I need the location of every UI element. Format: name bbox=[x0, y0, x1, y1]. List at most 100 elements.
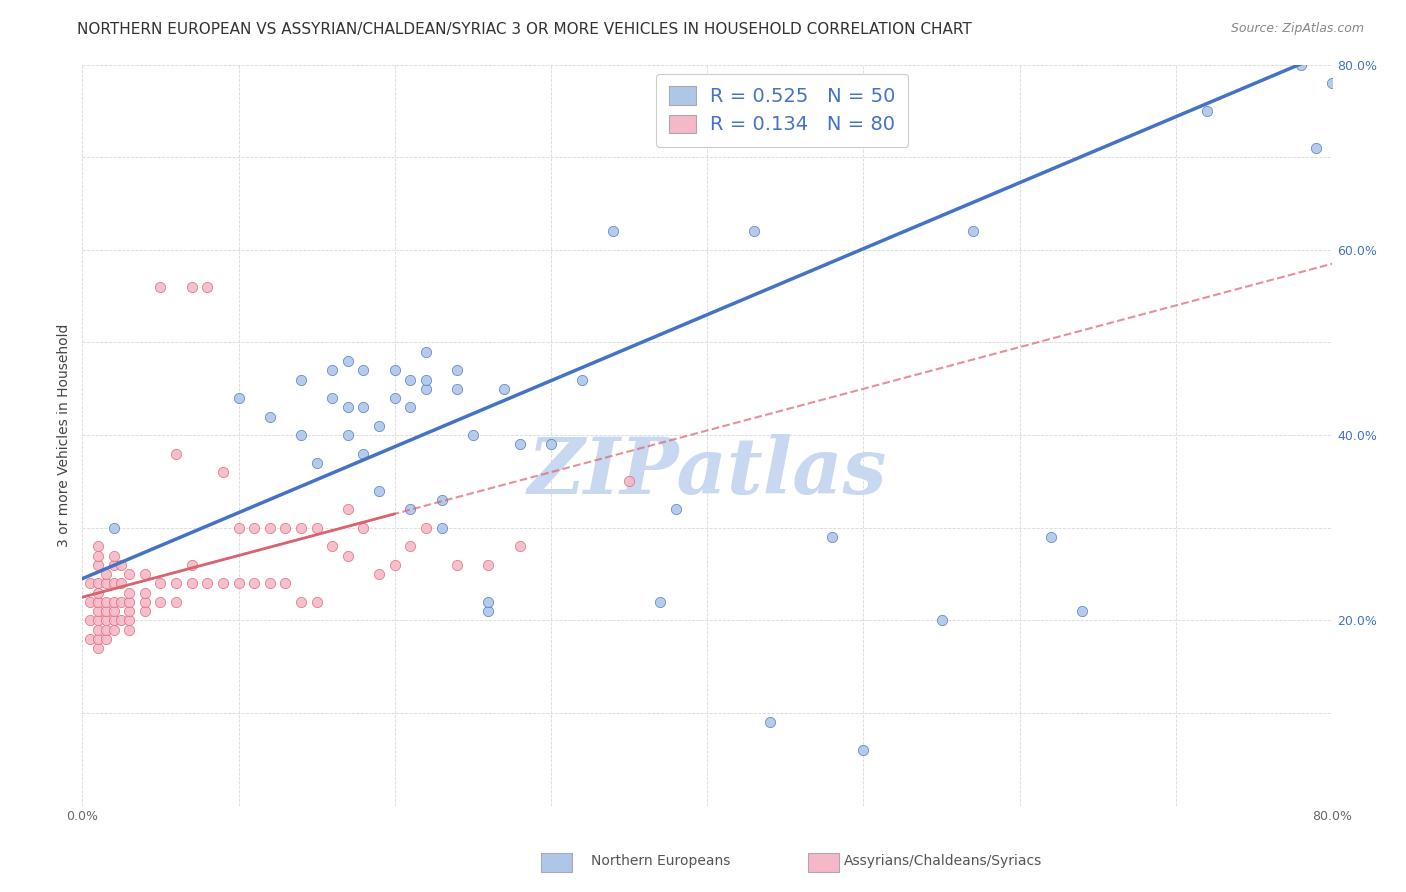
Point bbox=[321, 391, 343, 405]
Point bbox=[962, 224, 984, 238]
Point bbox=[274, 521, 297, 535]
Point bbox=[87, 632, 110, 646]
Point bbox=[243, 521, 266, 535]
Point bbox=[353, 401, 375, 415]
Point bbox=[94, 632, 117, 646]
Point bbox=[87, 539, 110, 553]
Text: NORTHERN EUROPEAN VS ASSYRIAN/CHALDEAN/SYRIAC 3 OR MORE VEHICLES IN HOUSEHOLD CO: NORTHERN EUROPEAN VS ASSYRIAN/CHALDEAN/S… bbox=[77, 22, 972, 37]
Point bbox=[384, 363, 406, 377]
Point bbox=[571, 372, 593, 386]
Point bbox=[1039, 530, 1062, 544]
Point bbox=[821, 530, 844, 544]
Point bbox=[94, 604, 117, 618]
Point bbox=[228, 576, 250, 591]
Point bbox=[94, 576, 117, 591]
Point bbox=[494, 382, 516, 396]
Point bbox=[477, 558, 499, 572]
Point bbox=[134, 604, 156, 618]
Point bbox=[259, 521, 281, 535]
Point bbox=[415, 372, 437, 386]
Point bbox=[79, 632, 101, 646]
Point bbox=[290, 521, 312, 535]
Point bbox=[87, 549, 110, 563]
Point bbox=[259, 409, 281, 424]
Point bbox=[103, 558, 125, 572]
Point bbox=[446, 382, 468, 396]
Point bbox=[79, 576, 101, 591]
Text: Northern Europeans: Northern Europeans bbox=[591, 854, 730, 868]
Point bbox=[477, 595, 499, 609]
Point bbox=[430, 521, 453, 535]
Point bbox=[118, 604, 141, 618]
Point bbox=[87, 613, 110, 627]
Point bbox=[103, 576, 125, 591]
Point bbox=[602, 224, 624, 238]
Point bbox=[165, 447, 187, 461]
Point bbox=[368, 418, 391, 433]
Point bbox=[165, 576, 187, 591]
Point bbox=[118, 623, 141, 637]
Point bbox=[87, 576, 110, 591]
Point bbox=[180, 576, 202, 591]
Point bbox=[243, 576, 266, 591]
Point bbox=[103, 604, 125, 618]
Point bbox=[446, 558, 468, 572]
Text: ZIPatlas: ZIPatlas bbox=[527, 434, 887, 510]
Point bbox=[477, 604, 499, 618]
Point bbox=[336, 549, 359, 563]
Point bbox=[290, 428, 312, 442]
Point bbox=[103, 549, 125, 563]
Point bbox=[336, 502, 359, 516]
Point bbox=[1289, 57, 1312, 71]
Point bbox=[321, 363, 343, 377]
Point bbox=[149, 595, 172, 609]
Point bbox=[384, 391, 406, 405]
Point bbox=[149, 280, 172, 294]
Point bbox=[353, 521, 375, 535]
Point bbox=[336, 401, 359, 415]
Point bbox=[1305, 141, 1327, 155]
Point bbox=[180, 558, 202, 572]
Point bbox=[650, 595, 672, 609]
Point bbox=[94, 567, 117, 582]
Point bbox=[305, 456, 328, 470]
Point bbox=[399, 539, 422, 553]
Point bbox=[1197, 103, 1219, 118]
Point bbox=[540, 437, 562, 451]
Point bbox=[149, 576, 172, 591]
Point bbox=[110, 576, 132, 591]
Point bbox=[461, 428, 484, 442]
Point bbox=[118, 613, 141, 627]
Point bbox=[399, 401, 422, 415]
Point bbox=[87, 585, 110, 599]
Point bbox=[79, 613, 101, 627]
Point bbox=[321, 539, 343, 553]
Point bbox=[134, 595, 156, 609]
Point bbox=[87, 641, 110, 656]
Point bbox=[94, 595, 117, 609]
Point bbox=[1071, 604, 1094, 618]
Point bbox=[852, 743, 875, 757]
Point bbox=[305, 595, 328, 609]
Point bbox=[87, 558, 110, 572]
Legend: R = 0.525   N = 50, R = 0.134   N = 80: R = 0.525 N = 50, R = 0.134 N = 80 bbox=[657, 74, 908, 146]
Point bbox=[195, 280, 218, 294]
Point bbox=[87, 623, 110, 637]
Point bbox=[259, 576, 281, 591]
Point bbox=[118, 567, 141, 582]
Point bbox=[212, 576, 235, 591]
Point bbox=[509, 437, 531, 451]
Point bbox=[446, 363, 468, 377]
Point bbox=[103, 613, 125, 627]
Point bbox=[290, 595, 312, 609]
Point bbox=[94, 613, 117, 627]
Point bbox=[336, 428, 359, 442]
Point bbox=[430, 492, 453, 507]
Point bbox=[87, 595, 110, 609]
Point bbox=[399, 372, 422, 386]
Point bbox=[1320, 76, 1343, 90]
Point bbox=[509, 539, 531, 553]
Point bbox=[87, 604, 110, 618]
Point bbox=[368, 483, 391, 498]
Point bbox=[165, 595, 187, 609]
